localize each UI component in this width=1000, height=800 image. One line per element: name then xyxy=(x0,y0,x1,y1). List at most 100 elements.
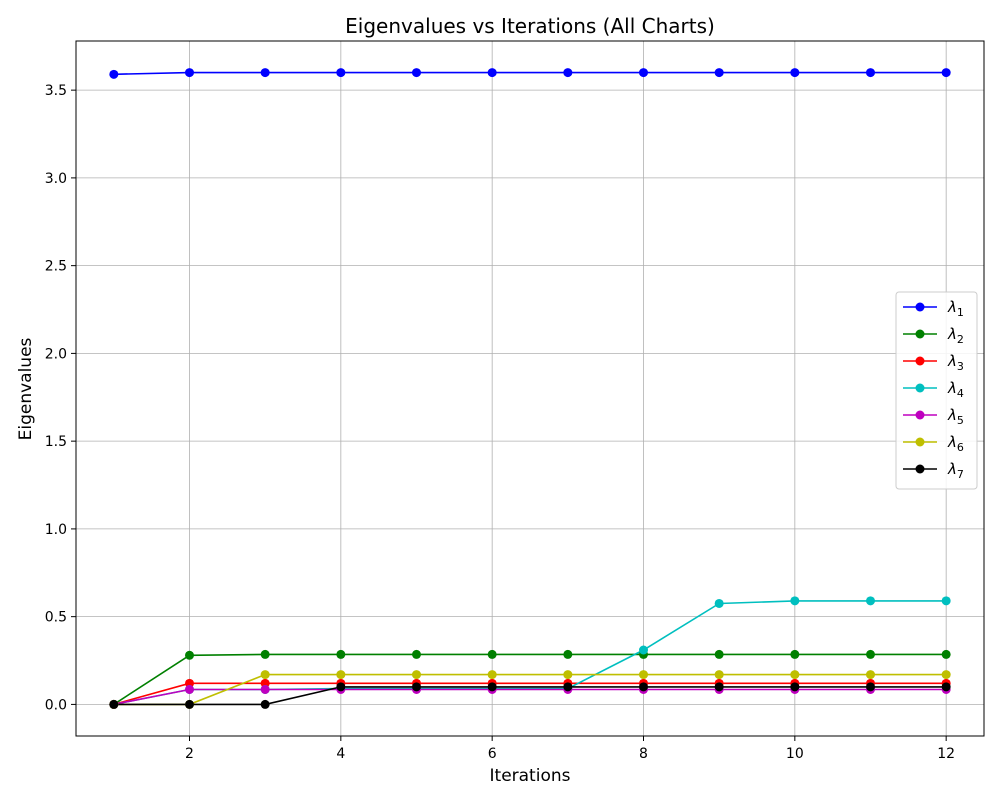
data-point-lambda-7 xyxy=(941,682,951,692)
data-point-lambda-5 xyxy=(185,684,194,694)
data-point-lambda-1 xyxy=(185,68,194,78)
y-tick-label: 0.0 xyxy=(45,697,67,713)
legend-symbol: λ xyxy=(947,379,957,397)
data-point-lambda-1 xyxy=(336,68,346,78)
data-point-lambda-6 xyxy=(412,670,421,680)
data-point-lambda-6 xyxy=(941,670,951,680)
data-point-lambda-1 xyxy=(109,69,119,79)
legend-label-lambda-5: λ5 xyxy=(947,406,964,427)
legend-symbol: λ xyxy=(947,325,957,343)
legend-subscript: 4 xyxy=(957,387,964,400)
data-point-lambda-2 xyxy=(941,649,951,659)
legend-subscript: 1 xyxy=(957,306,964,319)
data-point-lambda-6 xyxy=(487,670,497,680)
chart-title: Eigenvalues vs Iterations (All Charts) xyxy=(345,14,715,38)
y-tick-label: 1.5 xyxy=(45,434,67,450)
data-point-lambda-7 xyxy=(185,699,194,709)
legend-marker-lambda-6 xyxy=(915,437,925,447)
legend-marker-lambda-1 xyxy=(915,302,925,312)
series-line-lambda-2 xyxy=(113,653,947,706)
data-point-lambda-2 xyxy=(790,649,800,659)
legend-subscript: 5 xyxy=(957,414,964,427)
data-point-lambda-4 xyxy=(714,598,724,608)
data-point-lambda-1 xyxy=(941,68,951,78)
y-tick-label: 2.0 xyxy=(45,346,67,362)
legend-label-lambda-7: λ7 xyxy=(947,460,964,481)
legend-symbol: λ xyxy=(947,433,957,451)
data-point-lambda-7 xyxy=(336,682,346,692)
series-line-lambda-1 xyxy=(113,71,947,76)
legend-symbol: λ xyxy=(947,460,957,478)
y-tick-label: 0.5 xyxy=(45,610,67,626)
series-line-lambda-5 xyxy=(113,688,947,706)
data-point-lambda-2 xyxy=(487,649,497,659)
data-point-lambda-7 xyxy=(412,682,421,692)
data-point-lambda-6 xyxy=(260,670,270,680)
series-line-lambda-3 xyxy=(113,682,947,706)
series-points xyxy=(109,68,951,709)
data-point-lambda-4 xyxy=(790,596,800,606)
x-tick-label: 4 xyxy=(336,746,345,762)
data-point-lambda-4 xyxy=(639,645,648,655)
data-point-lambda-5 xyxy=(260,684,270,694)
data-point-lambda-2 xyxy=(185,650,194,660)
data-point-lambda-7 xyxy=(109,699,119,709)
data-point-lambda-6 xyxy=(714,670,724,680)
data-point-lambda-6 xyxy=(336,670,346,680)
legend-subscript: 2 xyxy=(957,333,964,346)
data-point-lambda-7 xyxy=(639,682,648,692)
legend-symbol: λ xyxy=(947,298,957,316)
x-tick-label: 6 xyxy=(488,746,497,762)
legend-symbol: λ xyxy=(947,352,957,370)
legend-marker-lambda-5 xyxy=(915,410,925,420)
data-point-lambda-1 xyxy=(563,68,573,78)
legend-marker-lambda-2 xyxy=(915,329,925,339)
series-line-lambda-7 xyxy=(113,686,947,706)
data-point-lambda-2 xyxy=(412,649,421,659)
data-point-lambda-1 xyxy=(866,68,875,78)
data-point-lambda-1 xyxy=(639,68,648,78)
x-axis-label: Iterations xyxy=(490,766,571,786)
legend-marker-lambda-7 xyxy=(915,464,925,474)
data-point-lambda-1 xyxy=(790,68,800,78)
x-axis-ticks: 2 4 6 8 10 12 xyxy=(185,736,955,762)
y-tick-label: 3.0 xyxy=(45,171,67,187)
x-tick-label: 8 xyxy=(639,746,648,762)
legend-subscript: 3 xyxy=(957,360,964,373)
data-point-lambda-4 xyxy=(941,596,951,606)
legend-label-lambda-6: λ6 xyxy=(947,433,964,454)
legend-label-lambda-2: λ2 xyxy=(947,325,964,346)
data-point-lambda-2 xyxy=(866,649,875,659)
data-point-lambda-7 xyxy=(866,682,875,692)
y-tick-label: 1.0 xyxy=(45,522,67,538)
data-point-lambda-2 xyxy=(563,649,573,659)
legend-marker-lambda-4 xyxy=(915,383,925,393)
y-axis-label: Eigenvalues xyxy=(16,337,36,440)
y-tick-label: 3.5 xyxy=(45,83,67,99)
legend-marker-lambda-3 xyxy=(915,356,925,366)
y-axis-ticks: 0.0 0.5 1.0 1.5 2.0 2.5 3.0 3.5 xyxy=(45,83,76,713)
data-point-lambda-7 xyxy=(563,682,573,692)
legend-box xyxy=(895,291,978,490)
legend-subscript: 6 xyxy=(957,441,964,454)
data-point-lambda-7 xyxy=(260,699,270,709)
data-point-lambda-7 xyxy=(487,682,497,692)
data-point-lambda-6 xyxy=(639,670,648,680)
legend-subscript: 7 xyxy=(957,468,964,481)
data-point-lambda-2 xyxy=(260,649,270,659)
plot-frame xyxy=(75,40,985,737)
series-line-lambda-6 xyxy=(113,673,947,706)
data-point-lambda-2 xyxy=(336,649,346,659)
y-tick-label: 2.5 xyxy=(45,259,67,275)
data-point-lambda-7 xyxy=(790,682,800,692)
data-point-lambda-2 xyxy=(714,649,724,659)
data-point-lambda-4 xyxy=(866,596,875,606)
x-tick-label: 2 xyxy=(185,746,194,762)
data-point-lambda-1 xyxy=(260,68,270,78)
series-lines xyxy=(113,71,947,706)
legend-label-lambda-1: λ1 xyxy=(947,298,964,319)
legend-label-lambda-4: λ4 xyxy=(947,379,964,400)
grid xyxy=(76,41,984,736)
